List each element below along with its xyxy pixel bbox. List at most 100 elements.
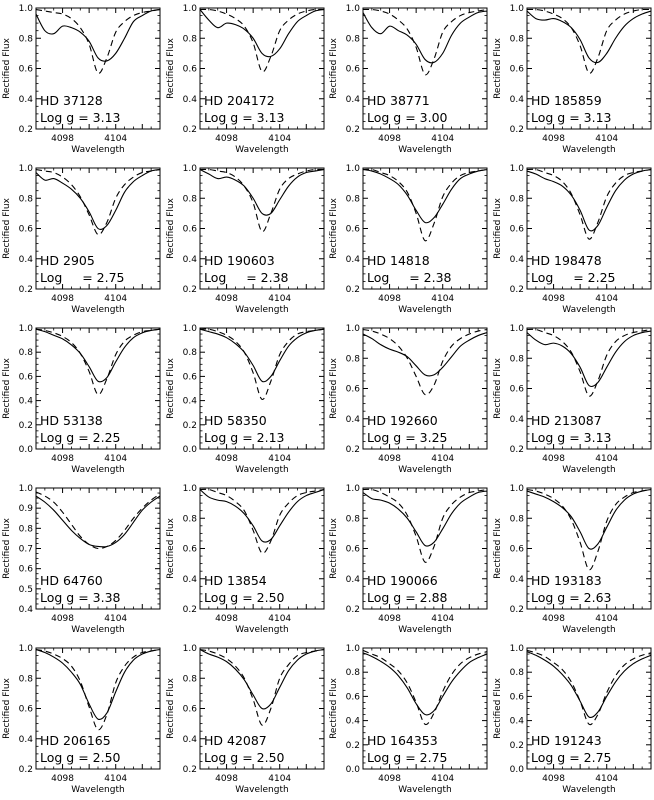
y-axis-title: Rectified Flux [2,37,12,99]
x-tick-label: 4098 [51,294,74,304]
y-tick-label: 0.4 [19,95,34,105]
star-name-label: HD 193183 [531,573,602,588]
spectrum-panel: 0.2 0.4 0.6 0.8 1.0 4098 4104 Wavelength Rectifi… [327,480,490,640]
y-tick-label: 0.4 [183,735,198,745]
x-tick-label: 4098 [542,134,565,144]
y-tick-label: 0.4 [19,605,34,615]
x-axis-title: Wavelength [235,465,288,475]
x-tick-label: 4104 [268,454,291,464]
y-axis-title: Rectified Flux [493,357,503,419]
y-axis-title: Rectified Flux [2,677,12,739]
spectrum-panel: 0.0 0.2 0.4 0.6 0.8 1.0 4098 4104 Wavelength Rect… [491,640,654,800]
model-spectrum-line [36,328,160,396]
observed-spectrum-line [200,168,324,216]
log-g-label: Log g = 3.13 [531,110,612,125]
x-axis-title: Wavelength [562,465,615,475]
observed-spectrum-line [527,330,651,388]
y-tick-label: 1.0 [346,4,361,14]
x-tick-label: 4098 [215,614,238,624]
log-g-label: Log g = 2.50 [40,750,121,765]
spectrum-panel: 0.2 0.4 0.6 0.8 1.0 4098 4104 Wavelength Rectifi… [0,160,163,320]
y-tick-label: 0.0 [510,765,525,775]
star-name-label: HD 198478 [531,253,602,268]
x-tick-label: 4098 [215,294,238,304]
star-name-label: HD 206165 [40,733,111,748]
y-axis-title: Rectified Flux [329,37,339,99]
spectrum-panel: 0.2 0.4 0.6 0.8 1.0 4098 4104 Wavelength Rectifi… [491,480,654,640]
observed-spectrum-line [36,8,160,62]
y-tick-label: 0.8 [510,194,525,204]
spectrum-panel: 0.2 0.4 0.6 0.8 1.0 4098 4104 Wavelength Rectifi… [491,0,654,160]
y-tick-label: 0.6 [19,372,34,382]
model-spectrum-line [363,168,487,242]
y-tick-label: 0.8 [183,194,198,204]
y-tick-label: 1.0 [510,484,525,494]
x-tick-label: 4098 [542,614,565,624]
y-axis-title: Rectified Flux [493,517,503,579]
y-tick-label: 0.8 [19,348,34,358]
y-tick-label: 0.2 [346,445,360,455]
model-spectrum-line [527,488,651,571]
star-name-label: HD 64760 [40,573,103,588]
y-tick-label: 1.0 [19,164,34,174]
x-axis-title: Wavelength [235,145,288,155]
x-axis-title: Wavelength [398,145,451,155]
spectrum-panel: 0.2 0.4 0.6 0.8 1.0 4098 4104 Wavelength Rectifi… [491,160,654,320]
x-tick-label: 4098 [51,454,74,464]
y-tick-label: 0.6 [19,65,34,75]
x-tick-label: 4104 [104,134,127,144]
y-tick-label: 0.4 [183,397,198,407]
x-tick-label: 4098 [215,774,238,784]
x-tick-label: 4104 [104,454,127,464]
y-tick-label: 0.8 [510,514,525,524]
y-tick-label: 1.0 [346,324,361,334]
y-tick-label: 0.4 [510,95,525,105]
y-tick-label: 0.2 [183,285,197,295]
y-tick-label: 0.6 [183,225,198,235]
y-tick-label: 0.6 [346,545,361,555]
y-tick-label: 0.2 [19,421,33,431]
y-tick-label: 0.8 [346,354,361,364]
star-name-label: HD 191243 [531,733,602,748]
observed-spectrum-line [36,648,160,720]
y-tick-label: 0.6 [510,225,525,235]
log-g-label: Log g = 3.38 [40,590,121,605]
spectrum-panel: 0.2 0.4 0.6 0.8 1.0 4098 4104 Wavelength Rectifi… [327,160,490,320]
log-g-label: Log g = 2.88 [367,590,448,605]
y-tick-label: 0.4 [19,735,34,745]
observed-spectrum-line [363,168,487,224]
x-tick-label: 4098 [378,774,401,784]
x-tick-label: 4098 [378,294,401,304]
y-tick-label: 0.2 [19,125,33,135]
star-name-label: HD 164353 [367,733,438,748]
y-axis-title: Rectified Flux [329,357,339,419]
model-spectrum-line [200,488,324,554]
y-tick-label: 0.9 [19,504,34,514]
x-axis-title: Wavelength [562,305,615,315]
y-tick-label: 1.0 [510,164,525,174]
y-tick-label: 0.6 [510,385,525,395]
observed-spectrum-line [36,495,160,548]
star-name-label: HD 53138 [40,413,103,428]
observed-spectrum-line [200,648,324,710]
model-spectrum-line [200,168,324,233]
y-tick-label: 0.4 [19,255,34,265]
log-g-label: Log g = 2.50 [204,590,285,605]
spectrum-panel: 0.2 0.4 0.6 0.8 1.0 4098 4104 Wavelength Rectifi… [0,640,163,800]
y-tick-label: 0.0 [183,445,198,455]
y-axis-title: Rectified Flux [493,197,503,259]
y-tick-label: 0.8 [510,354,525,364]
observed-spectrum-line [36,168,160,230]
x-axis-title: Wavelength [235,305,288,315]
x-tick-label: 4098 [542,774,565,784]
x-tick-label: 4098 [378,454,401,464]
